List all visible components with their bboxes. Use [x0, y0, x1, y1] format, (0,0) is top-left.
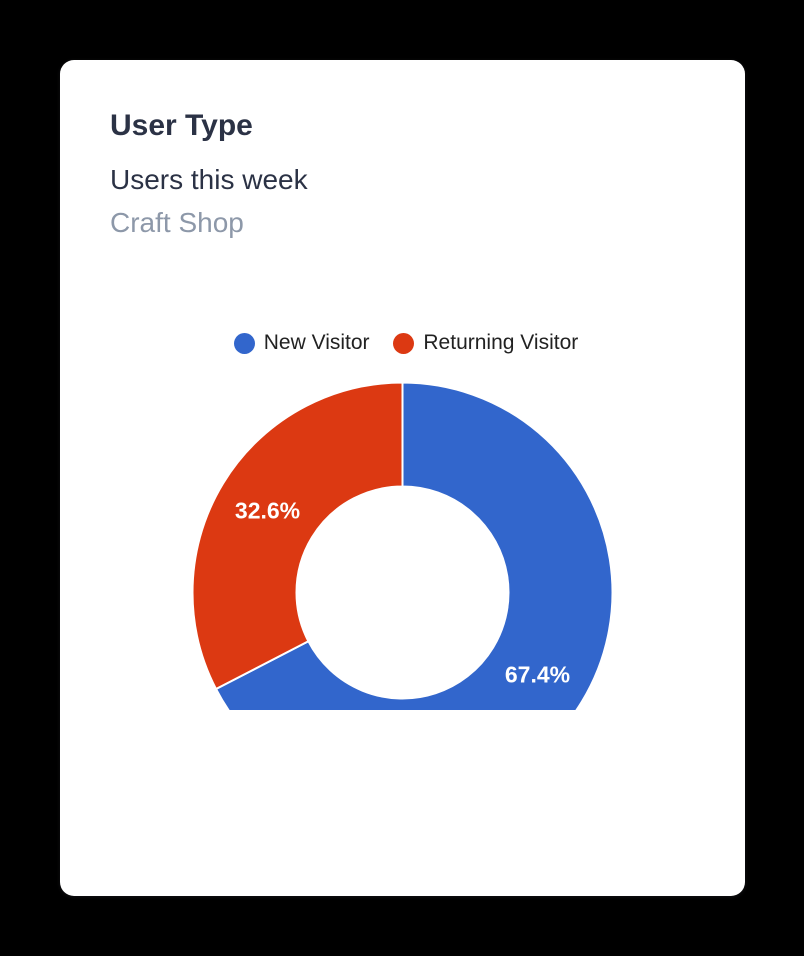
svg-text:67.4%: 67.4% [505, 662, 570, 688]
svg-text:32.6%: 32.6% [235, 497, 300, 523]
